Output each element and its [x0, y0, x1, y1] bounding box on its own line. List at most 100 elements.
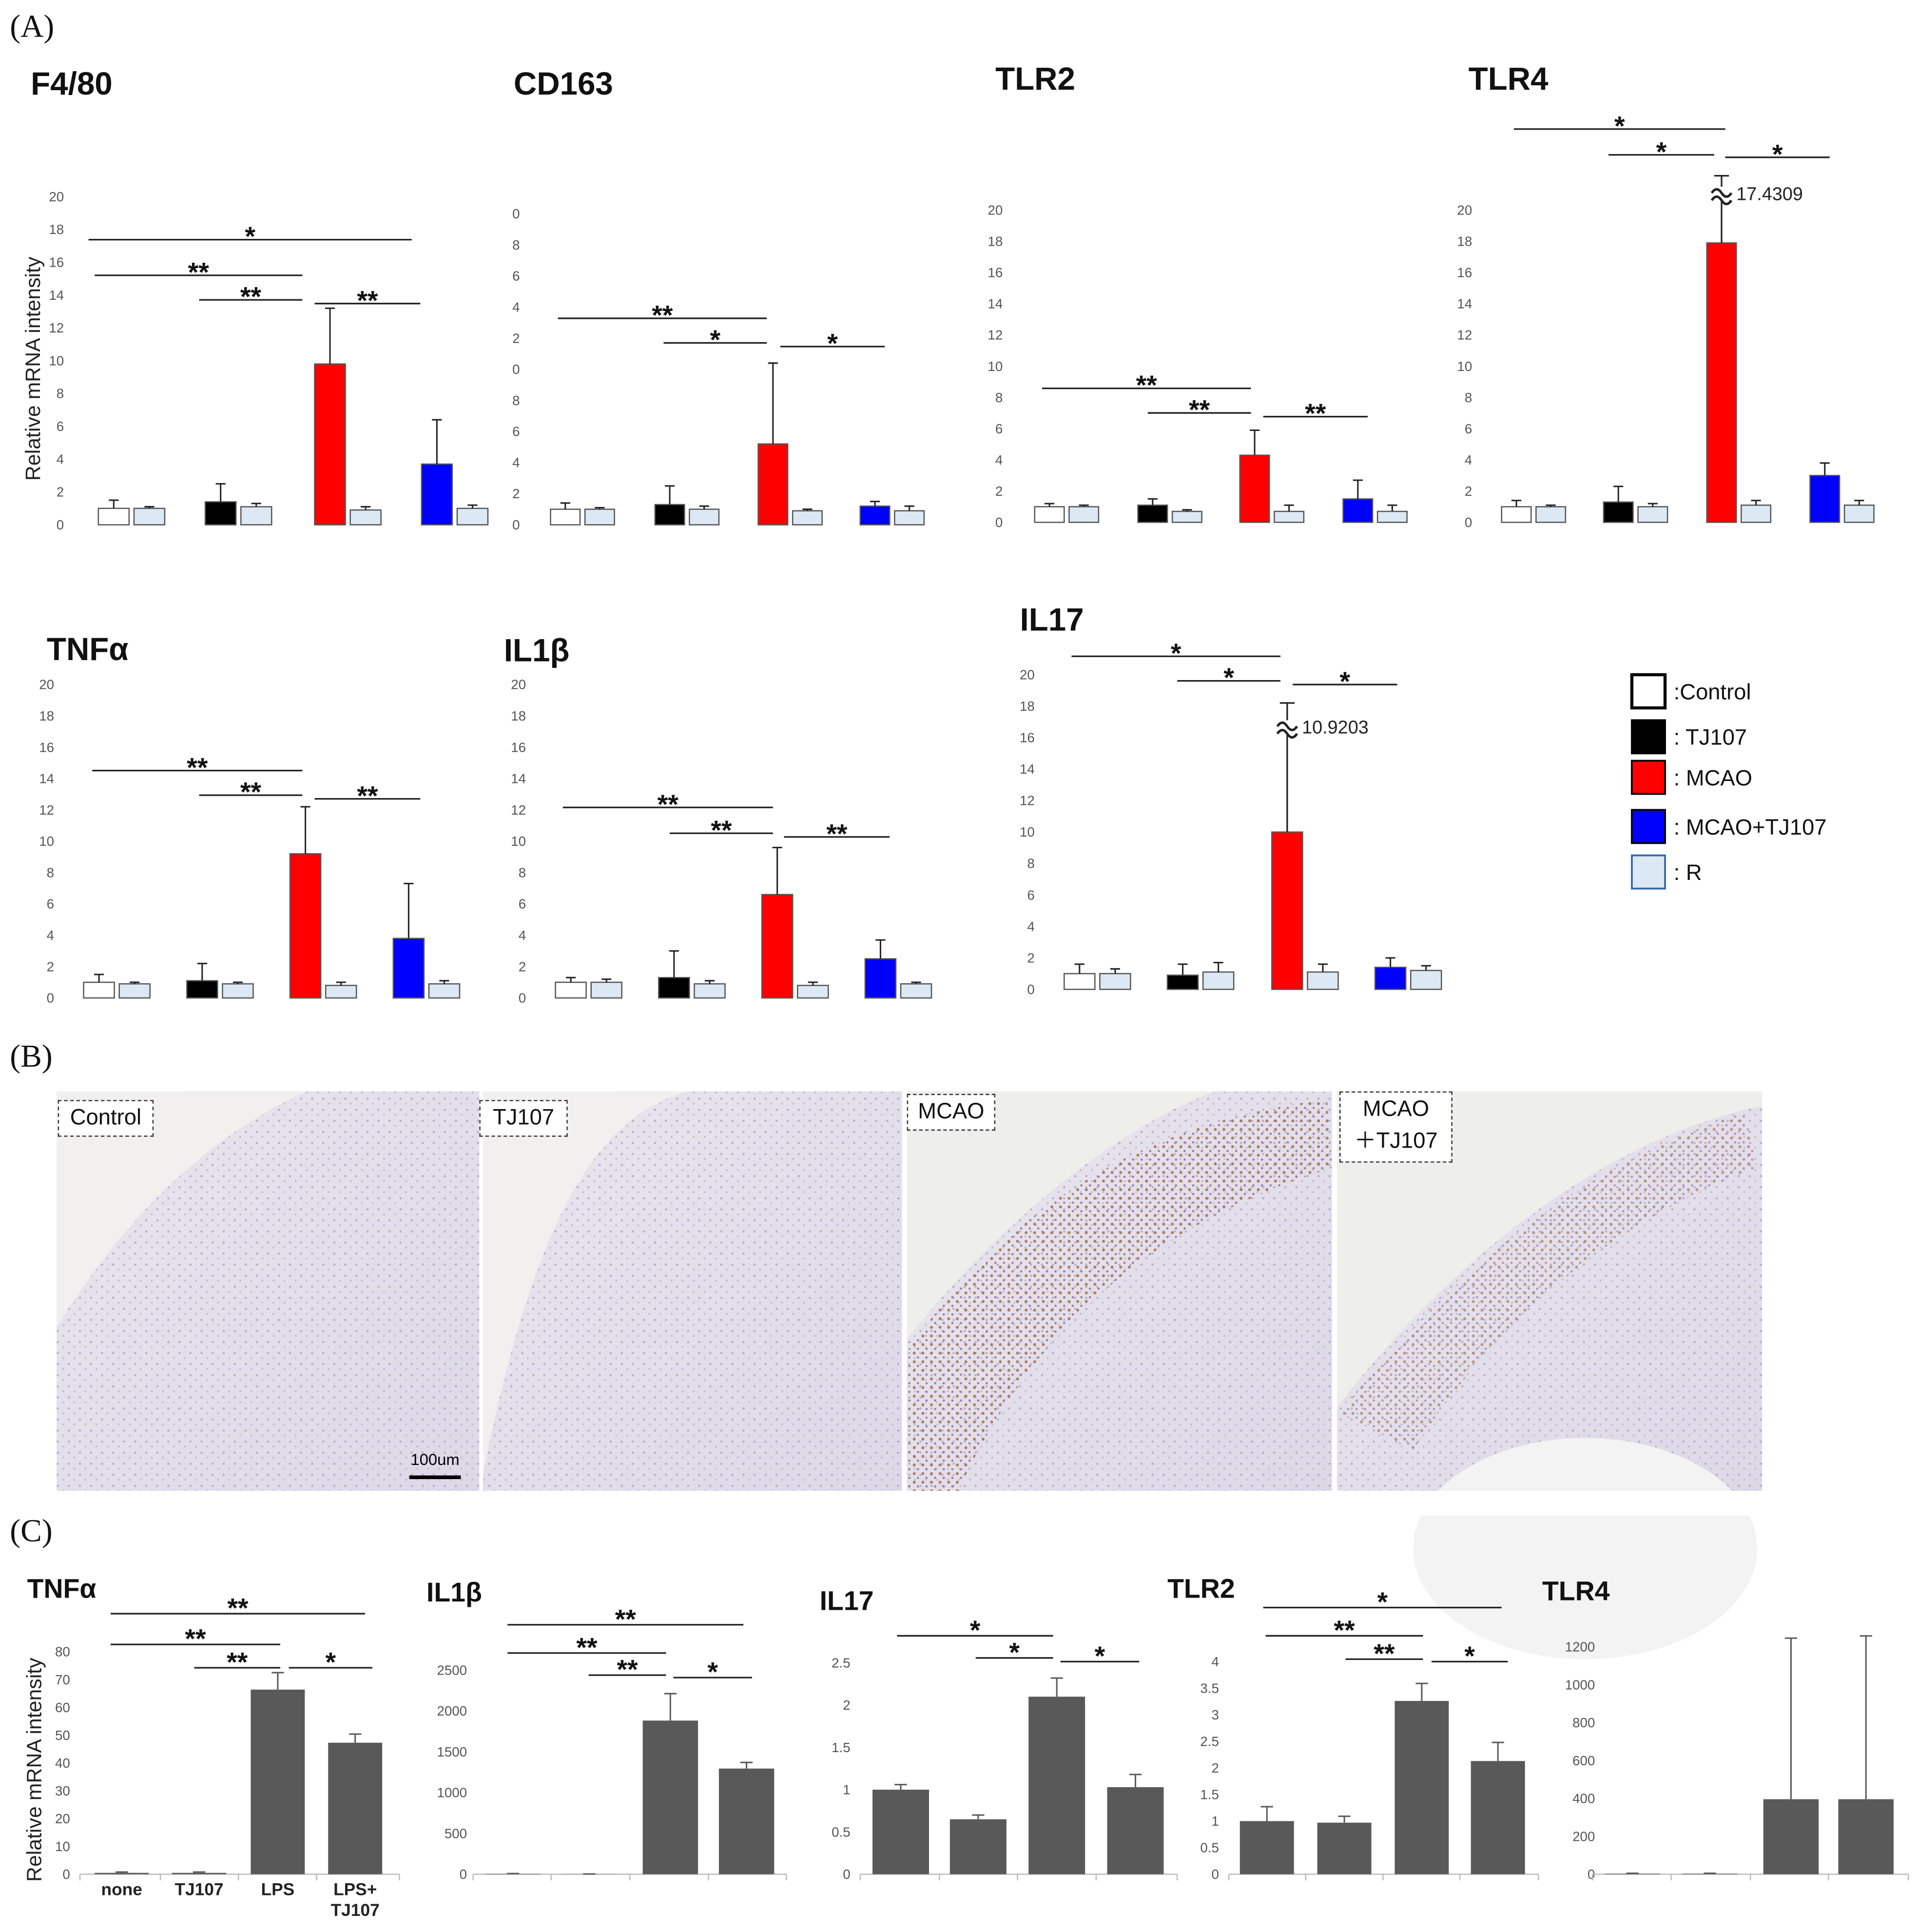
significance-label: * — [1095, 1641, 1105, 1671]
y-tick-label: 10 — [39, 834, 54, 849]
y-tick-label: 20 — [39, 677, 54, 692]
significance-label: ** — [1136, 370, 1158, 400]
chart-title: IL1β — [426, 1577, 482, 1607]
y-tick-label: 3 — [1212, 1707, 1219, 1722]
y-tick-label: 16 — [49, 254, 64, 270]
bar — [796, 985, 829, 999]
bar — [186, 980, 218, 999]
x-tick-label: LPS — [261, 1879, 295, 1899]
bar — [1107, 1787, 1164, 1874]
panel-label: (C) — [10, 1513, 52, 1548]
significance-label: ** — [357, 781, 378, 811]
x-tick-label-box: LPS — [261, 1879, 295, 1899]
y-tick-label: 20 — [49, 189, 64, 204]
legend-swatch — [1630, 673, 1667, 710]
bar — [1239, 1821, 1294, 1874]
legend-swatch — [1631, 760, 1666, 795]
y-tick-label: 12 — [49, 320, 64, 335]
y-tick-label: 10 — [1020, 824, 1035, 839]
significance-label: * — [245, 221, 255, 252]
bar — [1274, 510, 1305, 523]
y-tick-label: 1 — [843, 1782, 850, 1797]
y-tick-label: 2.5 — [832, 1655, 851, 1670]
bar — [325, 985, 357, 999]
significance-label: * — [970, 1615, 981, 1645]
micrograph — [907, 1091, 1332, 1491]
y-tick-label: 1500 — [437, 1744, 467, 1759]
bar — [1809, 475, 1840, 523]
y-tick-label: 12 — [1457, 328, 1472, 343]
y-tick-label: 2 — [1212, 1760, 1219, 1776]
bar — [900, 983, 932, 999]
y-tick-label: 4 — [57, 451, 64, 467]
bar — [590, 981, 623, 999]
y-tick-label: 400 — [1572, 1791, 1595, 1806]
y-tick-label: 2000 — [437, 1703, 467, 1718]
chart-title: IL1β — [504, 632, 570, 668]
legend-swatch — [1631, 854, 1666, 890]
y-tick-label: 8 — [1465, 390, 1472, 405]
bar — [1706, 242, 1737, 523]
bar — [392, 937, 425, 999]
y-tick-label: 6 — [512, 269, 520, 284]
y-tick-label: 0.5 — [832, 1824, 851, 1839]
bar — [328, 1742, 383, 1874]
legend-label: : TJ107 — [1674, 725, 1747, 750]
axis-break — [1710, 188, 1733, 198]
bar — [1068, 506, 1100, 523]
significance-label: ** — [1189, 395, 1210, 425]
y-tick-label: 6 — [1027, 887, 1034, 902]
chart-title: F4/80 — [31, 66, 113, 101]
y-tick-label: 6 — [47, 897, 54, 912]
y-tick-label: 14 — [39, 771, 54, 786]
y-tick-label: 0 — [1027, 982, 1034, 997]
chart-title: TLR2 — [995, 61, 1075, 97]
x-tick-label-box: none — [101, 1879, 142, 1899]
y-tick-label: 0 — [519, 991, 526, 1006]
y-tick-label: 200 — [1572, 1829, 1595, 1844]
x-tick-label-box: TJ107 — [174, 1879, 223, 1899]
y-tick-label: 12 — [1020, 793, 1035, 808]
bar — [204, 501, 237, 526]
bar — [83, 981, 115, 999]
bar — [349, 509, 382, 526]
y-tick-label: 0 — [1465, 515, 1472, 530]
y-tick-label: 0 — [57, 517, 64, 532]
y-tick-label: 18 — [988, 234, 1003, 249]
bar — [1763, 1799, 1819, 1874]
bar — [1239, 454, 1270, 523]
y-tick-label: 30 — [55, 1783, 70, 1798]
significance-label: ** — [240, 777, 262, 807]
y-tick-label: 6 — [1465, 421, 1472, 436]
y-tick-label: 1.5 — [1200, 1787, 1219, 1802]
y-tick-label: 2 — [995, 484, 1003, 499]
significance-label: * — [708, 1657, 718, 1687]
significance-label: * — [1377, 1587, 1388, 1617]
y-tick-label: 4 — [512, 299, 520, 314]
legend-swatch — [1631, 809, 1666, 844]
bar — [1603, 501, 1634, 523]
y-tick-label: 8 — [512, 237, 520, 253]
significance-label: ** — [576, 1632, 598, 1662]
significance-label: ** — [1374, 1639, 1395, 1669]
y-tick-label: 14 — [1457, 296, 1472, 312]
y-tick-label: 20 — [1020, 667, 1035, 683]
image-label-box: MCAO ＋TJ107 — [1339, 1091, 1452, 1163]
bar — [314, 363, 346, 526]
y-tick-label: 16 — [511, 740, 526, 755]
bar — [1843, 504, 1875, 523]
bar — [133, 507, 166, 526]
bar — [642, 1720, 698, 1874]
micrograph — [57, 1091, 480, 1491]
image-label: MCAO — [907, 1093, 996, 1131]
y-tick-label: 2 — [47, 959, 54, 974]
bar — [1202, 971, 1235, 990]
y-tick-label: 800 — [1572, 1715, 1595, 1730]
bar — [118, 983, 151, 999]
significance-label: ** — [188, 257, 210, 287]
image-label-box: TJ107 — [479, 1100, 568, 1137]
significance-label: ** — [227, 1593, 249, 1623]
y-tick-label: 1 — [1212, 1814, 1219, 1829]
bar — [1410, 970, 1442, 990]
significance-label: ** — [240, 282, 262, 312]
